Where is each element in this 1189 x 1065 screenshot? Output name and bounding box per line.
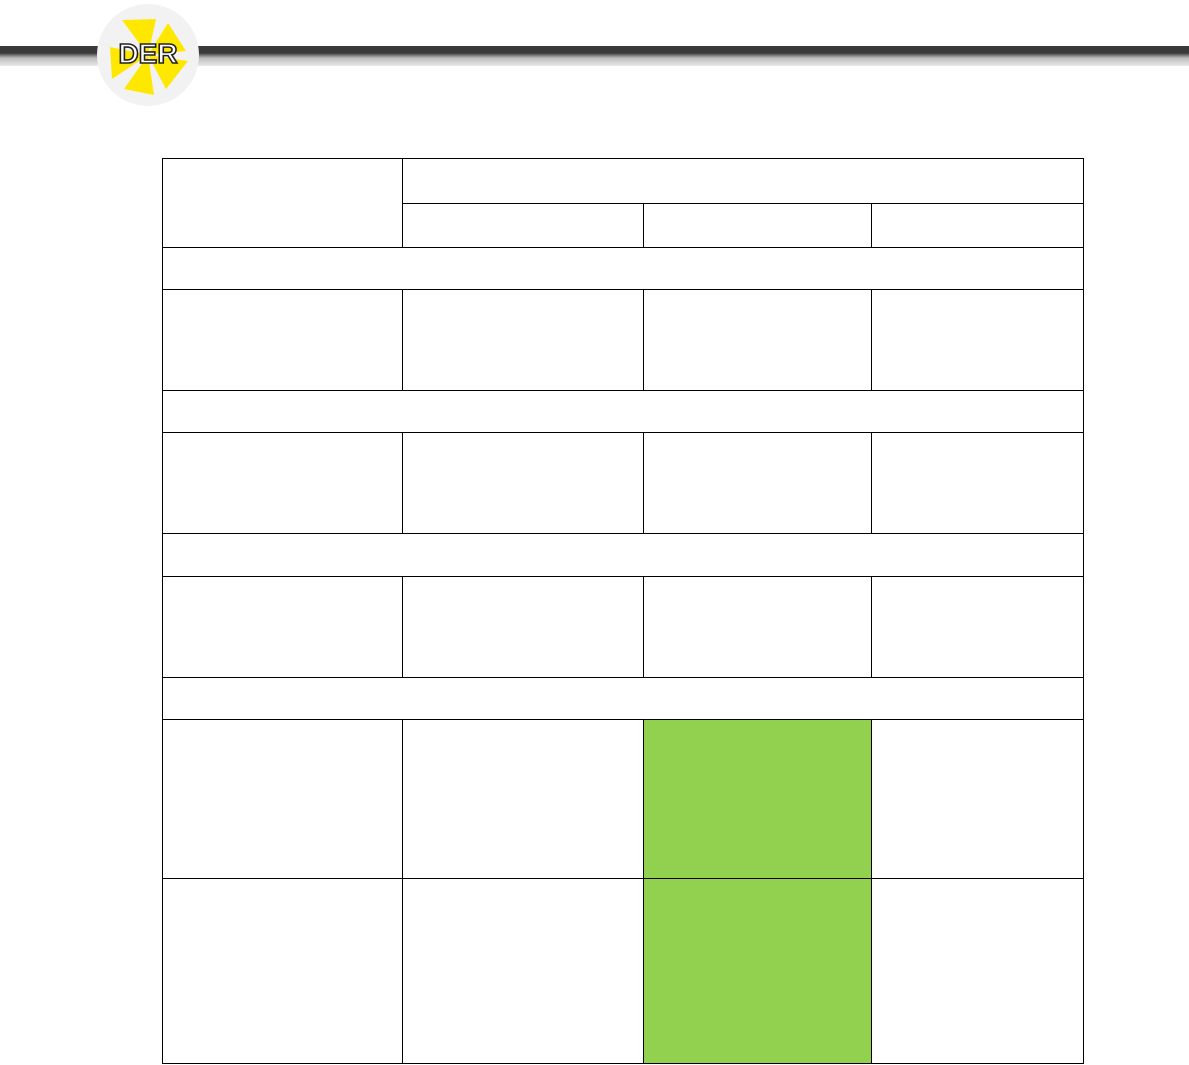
table-cell [871, 576, 1084, 678]
section-header-row [162, 390, 1084, 433]
column-header-3 [871, 203, 1084, 248]
section-title-2 [162, 390, 1084, 433]
section-header-row [162, 247, 1084, 290]
table-row [162, 878, 1084, 1064]
table-cell [402, 289, 644, 391]
table-cell [643, 576, 872, 678]
section-title-1 [162, 247, 1084, 290]
section-title-3 [162, 533, 1084, 577]
highlighted-cell [643, 719, 872, 879]
table-row [162, 289, 1084, 391]
section-title-4 [162, 677, 1084, 720]
section-header-row [162, 533, 1084, 577]
table-header-row [162, 158, 1084, 248]
header-bar [0, 46, 1189, 66]
table-cell [871, 878, 1084, 1064]
shutter-icon [110, 19, 188, 95]
table-cell [871, 289, 1084, 391]
header-bar-right [196, 46, 1189, 66]
table-cell [871, 432, 1084, 534]
header-bar-left [0, 46, 100, 66]
column-header-1 [402, 203, 644, 248]
section-header-row [162, 677, 1084, 720]
table-cell [402, 878, 644, 1064]
table-row [162, 432, 1084, 534]
table-cell [643, 432, 872, 534]
table-cell [402, 719, 644, 879]
column-header-2 [643, 203, 872, 248]
table-cell [162, 719, 403, 879]
der-logo: DER [97, 4, 199, 106]
table-cell [162, 432, 403, 534]
logo-text: DER [118, 38, 177, 69]
table-cell [402, 432, 644, 534]
table-corner-cell [162, 158, 403, 248]
highlighted-cell [643, 878, 872, 1064]
table-row [162, 576, 1084, 678]
table-subheader-row [163, 203, 1084, 248]
table-cell [402, 576, 644, 678]
table-cell [871, 719, 1084, 879]
table-cell [162, 878, 403, 1064]
document-table [162, 158, 1084, 1064]
table-cell [162, 576, 403, 678]
table-cell [162, 289, 403, 391]
header-group-cell [402, 158, 1084, 204]
table-cell [643, 289, 872, 391]
table-row [162, 719, 1084, 879]
